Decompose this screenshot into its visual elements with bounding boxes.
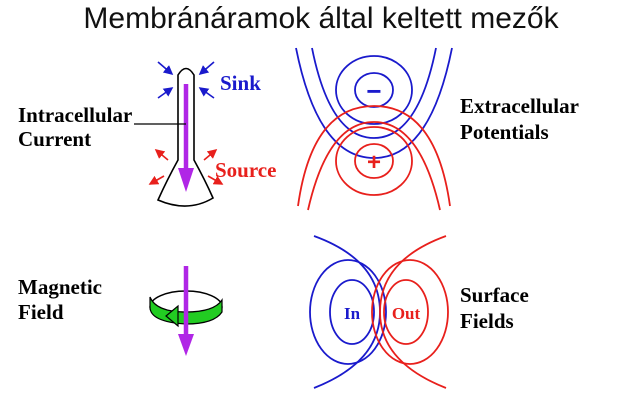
- extracellular-label-line2: Potentials: [460, 120, 549, 144]
- surface-in-field: [309, 235, 387, 389]
- magnetic-current-arrow: [178, 266, 194, 356]
- page-title: Membránáramok által keltett mezők: [83, 2, 559, 35]
- in-label: In: [344, 304, 361, 323]
- intracellular-label-line2: Current: [18, 127, 91, 151]
- minus-sign: −: [366, 76, 381, 106]
- sink-arrows: [157, 61, 215, 99]
- extracellular-positive-field: [297, 105, 451, 211]
- sink-label: Sink: [220, 71, 261, 95]
- magnetic-label-line2: Field: [18, 300, 64, 324]
- extracellular-label-line1: Extracellular: [460, 94, 579, 118]
- intracellular-label-line1: Intracellular: [18, 103, 132, 127]
- surface-out-field: [371, 235, 449, 389]
- source-arrows: [148, 148, 224, 185]
- surface-label-line1: Surface: [460, 283, 529, 307]
- source-label: Source: [215, 158, 276, 182]
- intracellular-current-arrow: [178, 84, 194, 192]
- surface-label-line2: Fields: [460, 309, 514, 333]
- extracellular-negative-field: [295, 47, 453, 159]
- plus-sign: +: [367, 149, 381, 176]
- magnetic-label-line1: Magnetic: [18, 275, 102, 299]
- out-label: Out: [392, 304, 421, 323]
